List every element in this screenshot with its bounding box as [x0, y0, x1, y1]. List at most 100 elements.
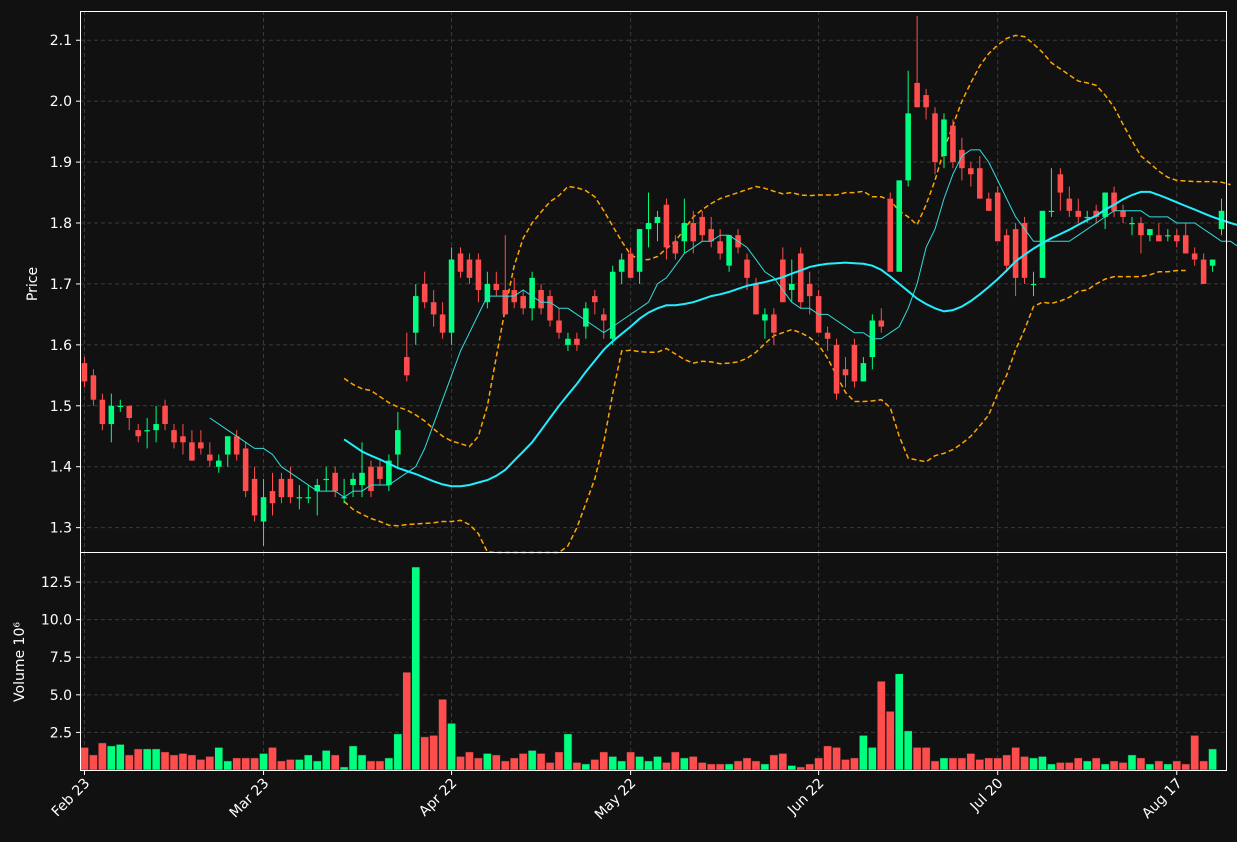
volume-bar — [366, 760, 376, 771]
candle-up — [645, 223, 652, 230]
volume-bar — [98, 742, 107, 771]
candle-up — [1209, 259, 1216, 266]
candle-up — [1129, 223, 1135, 225]
candle-down — [198, 442, 204, 449]
price-axis: 1.3 1.4 1.5 1.6 1.7 1.8 1.9 2.0 2.1 — [50, 33, 80, 537]
volume-grid — [80, 552, 1226, 770]
volume-bar — [80, 747, 89, 771]
candle-down — [547, 296, 553, 321]
ma-slow-line — [343, 190, 1237, 488]
candle-up — [296, 497, 303, 499]
volume-bar — [939, 757, 949, 771]
candle-down — [1156, 235, 1162, 242]
volume-bar — [662, 762, 671, 771]
volume-bar — [465, 751, 474, 771]
candle-down — [439, 314, 446, 333]
volume-bar — [447, 723, 456, 771]
volume-bar — [805, 763, 814, 771]
candle-up — [224, 436, 231, 455]
candle-up — [1030, 283, 1037, 286]
candle-up — [448, 259, 455, 333]
candle-down — [1111, 192, 1117, 211]
candle-down — [368, 466, 374, 492]
volume-bar — [142, 748, 152, 771]
price-tick-label: 1.8 — [50, 216, 72, 232]
volume-bar — [1181, 763, 1190, 771]
volume-bar — [295, 759, 304, 771]
candle-down — [466, 259, 473, 278]
volume-tick-label: 12.5 — [41, 575, 72, 591]
volume-axis: 2.5 5.0 7.5 10.0 12.5 — [41, 575, 80, 741]
volume-tick-label: 2.5 — [50, 725, 72, 741]
candle-down — [977, 168, 983, 199]
volume-bar — [680, 757, 689, 771]
volume-bar — [850, 757, 859, 771]
volume-bar — [823, 745, 832, 771]
volume-panel-frame — [80, 552, 1227, 771]
price-tick-label: 1.7 — [50, 277, 72, 293]
band-lower-line — [343, 269, 1186, 554]
candle-down — [959, 149, 965, 169]
candle-down — [242, 448, 249, 492]
candle-up — [529, 277, 535, 309]
candle-down — [332, 472, 338, 492]
volume-bar — [160, 751, 170, 771]
candle-down — [708, 229, 714, 242]
candle-up — [905, 113, 911, 181]
volume-bar — [223, 760, 233, 771]
volume-bar — [724, 763, 734, 771]
candle-down — [592, 296, 598, 303]
candle-down — [278, 478, 285, 498]
volume-bar — [697, 762, 707, 771]
volume-bar — [169, 754, 179, 771]
candle-down — [1191, 253, 1198, 260]
candle-up — [1165, 235, 1171, 237]
candle-down — [1138, 223, 1144, 236]
volume-bar — [384, 757, 394, 771]
candle-up — [386, 460, 392, 485]
candles — [81, 15, 1225, 546]
candle-up — [896, 180, 902, 272]
volume-bar — [357, 754, 367, 771]
candle-down — [493, 283, 500, 291]
candle-down — [833, 344, 840, 394]
price-tick-label: 1.3 — [50, 521, 72, 537]
price-tick-label: 1.5 — [50, 399, 72, 415]
volume-bar — [742, 757, 752, 771]
volume-axis-label: Volume 10⁶ — [12, 622, 28, 702]
candle-up — [108, 405, 115, 425]
band-lower — [343, 269, 1186, 554]
volume-bar — [966, 753, 976, 771]
candle-up — [941, 119, 947, 156]
candle-up — [565, 338, 571, 345]
candle-down — [233, 436, 240, 455]
candle-down — [806, 283, 813, 297]
volume-bar — [635, 756, 644, 771]
candle-down — [207, 454, 213, 461]
volume-bar — [286, 759, 295, 771]
volume-bar — [903, 730, 913, 771]
volume-bar — [975, 759, 985, 771]
volume-bar — [321, 750, 331, 771]
volume-bar — [706, 763, 716, 771]
candle-down — [717, 241, 723, 254]
candle-down — [189, 442, 195, 461]
volume-bar — [877, 681, 886, 771]
volume-bar — [1065, 762, 1074, 771]
volume-bar — [527, 750, 537, 771]
volume-bar — [205, 756, 215, 771]
price-tick-label: 1.6 — [50, 338, 72, 354]
volume-bar — [832, 747, 841, 771]
volume-bar — [1118, 762, 1128, 771]
candle-down — [180, 436, 186, 443]
volume-bar — [312, 760, 322, 771]
volume-bar — [554, 751, 564, 771]
volume-bar — [1038, 756, 1047, 771]
ma-slow — [343, 190, 1237, 488]
candle-down — [753, 283, 759, 315]
volume-bar — [948, 757, 958, 771]
volume-bar — [1127, 754, 1137, 771]
candle-up — [762, 314, 768, 321]
candle-down — [135, 430, 141, 437]
volume-bar — [930, 760, 940, 771]
